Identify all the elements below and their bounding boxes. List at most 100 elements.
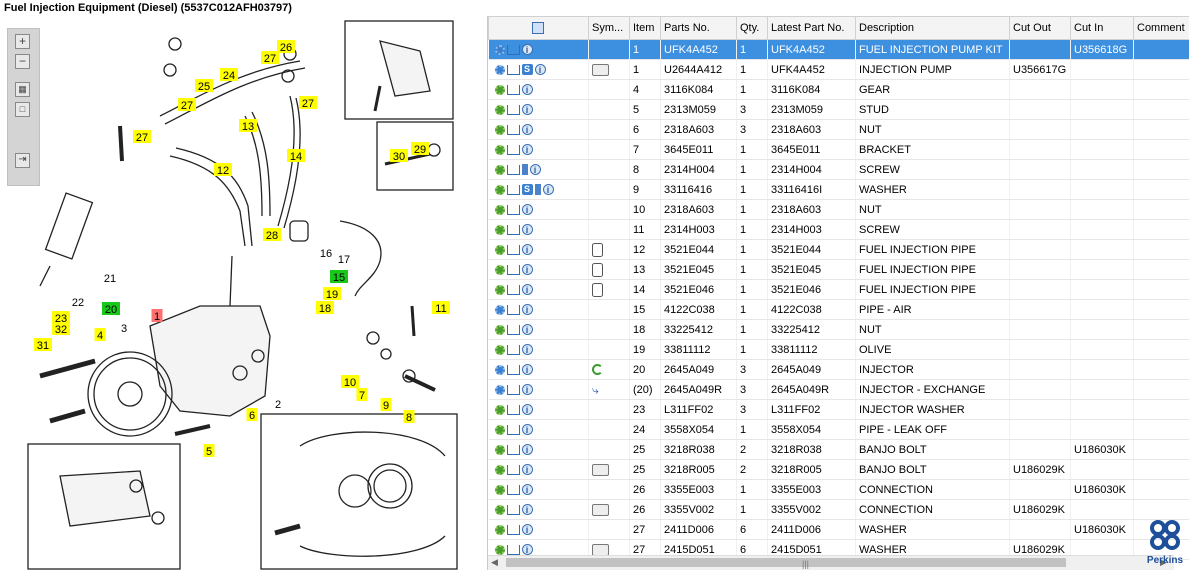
config-icon[interactable]	[494, 364, 505, 375]
callout-27[interactable]: 27	[299, 96, 317, 110]
cart-icon[interactable]	[506, 444, 520, 455]
table-row[interactable]: i 26 3355V002 1 3355V002 CONNECTION U186029K	[488, 499, 1189, 520]
column-header-item[interactable]: Item	[629, 16, 661, 40]
callout-24[interactable]: 24	[220, 68, 238, 82]
callout-5[interactable]: 5	[203, 444, 215, 458]
info-icon[interactable]: i	[521, 204, 533, 216]
table-row[interactable]: i 26 3355E003 1 3355E003 CONNECTION U186030K	[488, 479, 1189, 500]
cart-icon[interactable]	[506, 84, 520, 95]
callout-8[interactable]: 8	[403, 410, 415, 424]
cart-icon[interactable]	[506, 144, 520, 155]
info-icon[interactable]: i	[521, 464, 533, 476]
callout-1[interactable]: 1	[151, 309, 163, 323]
gear-icon[interactable]	[494, 144, 505, 155]
callout-32[interactable]: 32	[52, 322, 70, 336]
callout-28[interactable]: 28	[263, 228, 281, 242]
config-icon[interactable]	[494, 44, 505, 55]
cart-icon[interactable]	[506, 524, 520, 535]
info-icon[interactable]: i	[521, 344, 533, 356]
gear-icon[interactable]	[494, 244, 505, 255]
cart-icon[interactable]	[506, 464, 520, 475]
cart-icon[interactable]	[506, 204, 520, 215]
table-row[interactable]: i 24 3558X054 1 3558X054 PIPE - LEAK OFF	[488, 419, 1189, 440]
callout-7[interactable]: 7	[356, 388, 368, 402]
table-row[interactable]: i ⤷ (20) 2645A049R 3 2645A049R INJECTOR - EXCH…	[488, 379, 1189, 400]
binoculars-icon[interactable]	[592, 63, 609, 76]
column-header-description[interactable]: Description	[855, 16, 1010, 40]
cart-icon[interactable]	[506, 324, 520, 335]
table-row[interactable]: i 10 2318A603 1 2318A603 NUT	[488, 199, 1189, 220]
callout-31[interactable]: 31	[34, 338, 52, 352]
table-row[interactable]: i 15 4122C038 1 4122C038 PIPE - AIR	[488, 299, 1189, 320]
gear-icon[interactable]	[494, 184, 505, 195]
zoom-out-button[interactable]: −	[15, 54, 30, 69]
column-header-cut-in[interactable]: Cut In	[1070, 16, 1134, 40]
info-icon[interactable]: i	[534, 64, 546, 76]
gear-icon[interactable]	[494, 544, 505, 555]
binoculars-icon[interactable]	[592, 503, 609, 516]
callout-22[interactable]: 22	[72, 297, 84, 309]
gear-icon[interactable]	[494, 284, 505, 295]
callout-16[interactable]: 16	[320, 248, 332, 260]
info-icon[interactable]: i	[521, 104, 533, 116]
scrollbar-thumb[interactable]: |||	[506, 558, 1066, 569]
cart-icon[interactable]	[506, 184, 520, 195]
table-row[interactable]: i 25 3218R038 2 3218R038 BANJO BOLT U186030K	[488, 439, 1189, 460]
table-row[interactable]: i 1 UFK4A452 1 UFK4A452 FUEL INJECTION PUMP K…	[488, 39, 1189, 60]
callout-10[interactable]: 10	[341, 375, 359, 389]
scroll-right-icon[interactable]: ▶	[1160, 557, 1167, 567]
callout-27[interactable]: 27	[178, 98, 196, 112]
table-row[interactable]: i 4 3116K084 1 3116K084 GEAR	[488, 79, 1189, 100]
book-icon[interactable]	[521, 164, 528, 176]
info-icon[interactable]: i	[521, 424, 533, 436]
cart-icon[interactable]	[506, 284, 520, 295]
config-icon[interactable]	[494, 64, 505, 75]
zoom-in-button[interactable]: +	[15, 34, 30, 49]
callout-2[interactable]: 2	[275, 399, 281, 411]
cart-icon[interactable]	[506, 124, 520, 135]
info-icon[interactable]: i	[521, 264, 533, 276]
column-header-parts-no[interactable]: Parts No.	[660, 16, 737, 40]
info-icon[interactable]: i	[521, 224, 533, 236]
gear-icon[interactable]	[494, 164, 505, 175]
horizontal-scrollbar[interactable]: ◀ ||| ▶	[488, 555, 1174, 570]
callout-17[interactable]: 17	[338, 254, 350, 266]
gear-icon[interactable]	[494, 324, 505, 335]
book-icon[interactable]	[534, 184, 541, 196]
cart-icon[interactable]	[506, 544, 520, 555]
table-row[interactable]: i 6 2318A603 3 2318A603 NUT	[488, 119, 1189, 140]
info-icon[interactable]: i	[521, 284, 533, 296]
cart-icon[interactable]	[506, 164, 520, 175]
table-row[interactable]: i 20 2645A049 3 2645A049 INJECTOR	[488, 359, 1189, 380]
info-icon[interactable]: i	[521, 44, 533, 56]
scroll-left-icon[interactable]: ◀	[491, 557, 498, 567]
gear-icon[interactable]	[494, 84, 505, 95]
info-icon[interactable]: i	[521, 144, 533, 156]
column-header-comment[interactable]: Comment	[1133, 16, 1189, 40]
gear-icon[interactable]	[494, 404, 505, 415]
cart-icon[interactable]	[506, 484, 520, 495]
callout-26[interactable]: 26	[277, 40, 295, 54]
cart-icon[interactable]	[506, 384, 520, 395]
gear-icon[interactable]	[494, 484, 505, 495]
callout-27[interactable]: 27	[133, 130, 151, 144]
table-row[interactable]: i 23 L311FF02 3 L311FF02 INJECTOR WASHER	[488, 399, 1189, 420]
cart-icon[interactable]	[506, 344, 520, 355]
info-icon[interactable]: i	[521, 84, 533, 96]
info-icon[interactable]: i	[521, 404, 533, 416]
s-icon[interactable]: S	[521, 184, 533, 196]
info-icon[interactable]: i	[521, 324, 533, 336]
column-header-qty[interactable]: Qty.	[736, 16, 768, 40]
cart-icon[interactable]	[506, 104, 520, 115]
cart-icon[interactable]	[506, 304, 520, 315]
column-header-latest-part-no[interactable]: Latest Part No.	[767, 16, 856, 40]
callout-30[interactable]: 30	[390, 149, 408, 163]
cart-icon[interactable]	[506, 64, 520, 75]
cart-icon[interactable]	[506, 504, 520, 515]
table-row[interactable]: i 18 33225412 1 33225412 NUT	[488, 319, 1189, 340]
info-icon[interactable]: i	[542, 184, 554, 196]
gear-icon[interactable]	[494, 504, 505, 515]
cart-icon[interactable]	[506, 44, 520, 55]
